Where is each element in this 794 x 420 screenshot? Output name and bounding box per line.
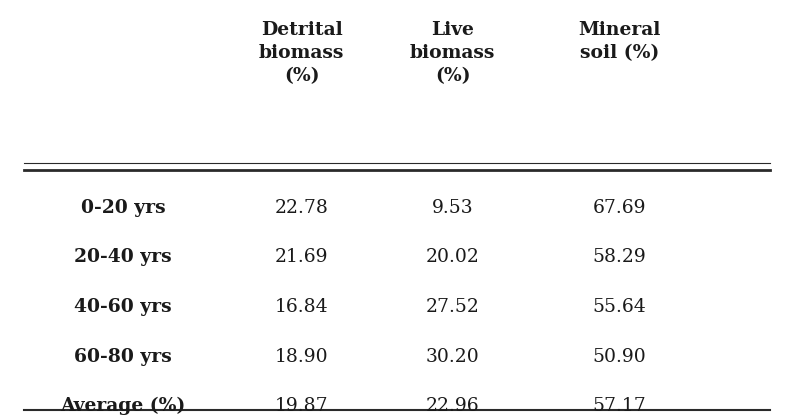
Text: 50.90: 50.90	[592, 348, 646, 365]
Text: 27.52: 27.52	[426, 298, 480, 316]
Text: 60-80 yrs: 60-80 yrs	[74, 348, 172, 365]
Text: 20-40 yrs: 20-40 yrs	[75, 249, 172, 266]
Text: 22.78: 22.78	[275, 199, 329, 217]
Text: 30.20: 30.20	[426, 348, 480, 365]
Text: 18.90: 18.90	[275, 348, 329, 365]
Text: 58.29: 58.29	[592, 249, 646, 266]
Text: Live
biomass
(%): Live biomass (%)	[410, 21, 495, 85]
Text: 22.96: 22.96	[426, 397, 480, 415]
Text: 0-20 yrs: 0-20 yrs	[81, 199, 165, 217]
Text: 9.53: 9.53	[432, 199, 473, 217]
Text: Mineral
soil (%): Mineral soil (%)	[578, 21, 661, 62]
Text: 57.17: 57.17	[592, 397, 646, 415]
Text: 55.64: 55.64	[592, 298, 646, 316]
Text: Detrital
biomass
(%): Detrital biomass (%)	[259, 21, 345, 85]
Text: 19.87: 19.87	[275, 397, 329, 415]
Text: 40-60 yrs: 40-60 yrs	[75, 298, 172, 316]
Text: Average (%): Average (%)	[60, 397, 186, 415]
Text: 16.84: 16.84	[275, 298, 329, 316]
Text: 67.69: 67.69	[592, 199, 646, 217]
Text: 21.69: 21.69	[275, 249, 329, 266]
Text: 20.02: 20.02	[426, 249, 480, 266]
